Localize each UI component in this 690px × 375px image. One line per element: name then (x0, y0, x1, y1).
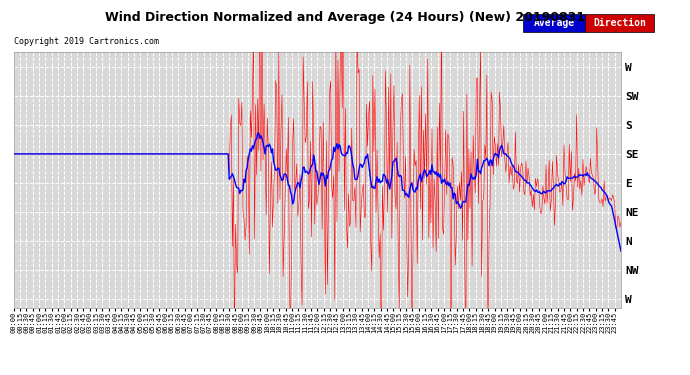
Text: Average: Average (533, 18, 575, 28)
Text: Wind Direction Normalized and Average (24 Hours) (New) 20190831: Wind Direction Normalized and Average (2… (105, 11, 585, 24)
FancyBboxPatch shape (585, 14, 654, 32)
Text: Copyright 2019 Cartronics.com: Copyright 2019 Cartronics.com (14, 38, 159, 46)
FancyBboxPatch shape (523, 14, 585, 32)
Text: Direction: Direction (593, 18, 646, 28)
